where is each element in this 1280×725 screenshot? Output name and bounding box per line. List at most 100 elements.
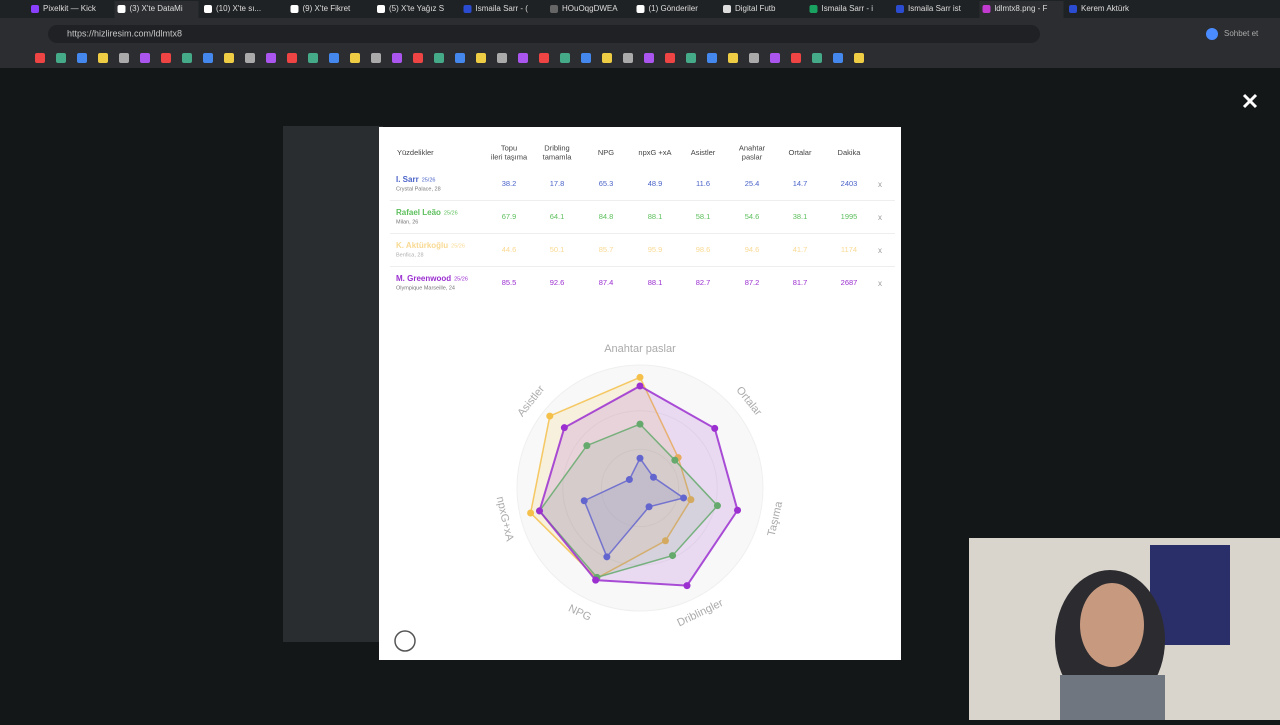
radar-point (713, 502, 721, 510)
column-header: Dakika (838, 148, 862, 157)
radar-point (560, 424, 568, 432)
radar-point (527, 509, 535, 517)
cell-value: 85.7 (599, 245, 614, 254)
tab-title[interactable]: Pixelkit — Kick (43, 4, 97, 13)
radar-point (583, 442, 591, 450)
remove-button[interactable]: x (878, 279, 882, 288)
season: 25/26 (444, 210, 458, 216)
bookmark-icon (56, 53, 66, 63)
radar-point (683, 582, 691, 590)
cell-value: 38.1 (793, 212, 808, 221)
radar-point (636, 454, 644, 462)
bookmarks (35, 53, 864, 63)
bookmark-icon (665, 53, 675, 63)
remove-button[interactable]: x (878, 180, 882, 189)
club: Milan, 26 (396, 219, 418, 225)
radar-point (649, 473, 657, 481)
cell-value: 38.2 (502, 179, 517, 188)
tab-title[interactable]: (5) X'te Yağız S (389, 4, 444, 13)
tab-title[interactable]: Kerem Aktürk (1081, 4, 1130, 13)
bookmark-icon (287, 53, 297, 63)
radar-area (538, 384, 739, 587)
chat-label[interactable]: Sohbet et (1224, 29, 1259, 38)
close-button[interactable] (1242, 93, 1258, 109)
tab-title[interactable]: (9) X'te Fikret (303, 4, 352, 13)
club: Benfica, 28 (396, 252, 424, 258)
radar-area (583, 456, 686, 559)
bookmark-icon (413, 53, 423, 63)
bookmark-icon (518, 53, 528, 63)
tab-title[interactable]: (3) X'te DataMi (130, 4, 183, 13)
column-header: Ortalar (789, 148, 812, 157)
cell-value: 1995 (841, 212, 858, 221)
tab-icon (290, 5, 299, 13)
bookmark-icon (203, 53, 213, 63)
radar-point (671, 456, 679, 464)
cell-value: 95.9 (648, 245, 663, 254)
club: Olympique Marseille, 24 (396, 285, 455, 291)
tab-title[interactable]: Ismaila Sarr - ( (476, 4, 529, 13)
bookmark-icon (98, 53, 108, 63)
address-bar[interactable] (48, 25, 1040, 43)
bookmark-icon (329, 53, 339, 63)
bookmark-icon (581, 53, 591, 63)
remove-button[interactable]: x (878, 213, 882, 222)
bookmark-icon (707, 53, 717, 63)
radar-point (536, 507, 544, 515)
cell-value: 41.7 (793, 245, 808, 254)
column-header: NPG (598, 148, 614, 157)
cell-value: 11.6 (696, 179, 710, 188)
tab-title[interactable]: (10) X'te sı... (216, 4, 261, 13)
tab-icon (377, 5, 385, 13)
active-tab (114, 1, 199, 18)
bookmark-icon (854, 53, 864, 63)
bookmark-icon (749, 53, 759, 63)
chat-icon (1206, 28, 1218, 40)
radar-point (580, 497, 588, 505)
season: 25/26 (454, 276, 468, 282)
column-header: Asistler (691, 148, 716, 157)
bookmark-icon (245, 53, 255, 63)
bookmark-icon (182, 53, 192, 63)
tab-title[interactable]: (1) Gönderiler (649, 4, 699, 13)
webcam-face (1080, 583, 1144, 667)
tab-title[interactable]: Digital Futb (735, 4, 776, 13)
bookmark-icon (812, 53, 822, 63)
url[interactable]: https://hizliresim.com/ldlmtx8 (67, 28, 182, 38)
tab-icon (982, 5, 991, 13)
bookmark-icon (35, 53, 45, 63)
tab-title[interactable]: ldlmtx8.png - F (995, 4, 1048, 13)
cell-value: 67.9 (502, 212, 517, 221)
bookmark-icon (266, 53, 276, 63)
player-name: I. Sarr (396, 175, 419, 184)
cell-value: 14.7 (793, 179, 808, 188)
radar-area (529, 376, 692, 580)
bookmark-icon (140, 53, 150, 63)
bookmark-icon (833, 53, 843, 63)
player-name: K. Aktürkoğlu (396, 241, 448, 250)
player-name: M. Greenwood (396, 274, 451, 283)
radar-point (680, 494, 688, 502)
tab-title[interactable]: Ismaila Sarr - i (822, 4, 874, 13)
bookmark-icon (728, 53, 738, 63)
column-header: npxG +xA (638, 148, 671, 157)
cell-value: 44.6 (502, 245, 517, 254)
remove-button[interactable]: x (878, 246, 882, 255)
bookmark-icon (602, 53, 612, 63)
bookmark-icon (644, 53, 654, 63)
cell-value: 92.6 (550, 278, 565, 287)
bookmark-icon (686, 53, 696, 63)
tab-title[interactable]: Ismaila Sarr ist (908, 4, 962, 13)
webcam-shirt (1060, 675, 1165, 720)
cell-value: 94.6 (745, 245, 760, 254)
tab-icon (463, 5, 472, 13)
tab-icon (1069, 5, 1077, 13)
chat-button[interactable] (1200, 26, 1270, 42)
club: Crystal Palace, 28 (396, 186, 441, 192)
radar-ring (600, 448, 680, 528)
bookmark-icon (224, 53, 234, 63)
tab-title[interactable]: HOuOqgDWEA (562, 4, 618, 13)
bookmark-icon (77, 53, 87, 63)
tab-icon (550, 5, 558, 13)
